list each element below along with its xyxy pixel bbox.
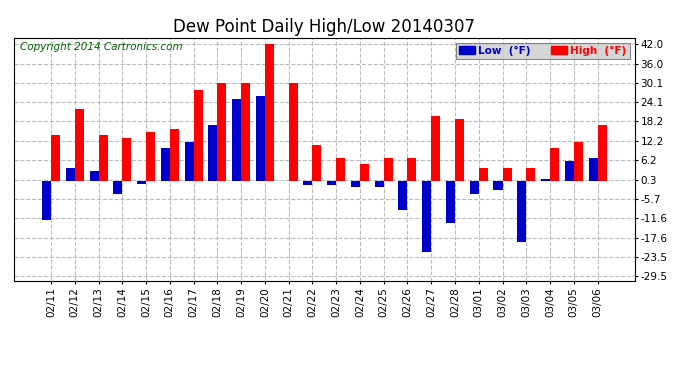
Bar [99,135,108,180]
Bar [113,180,122,194]
Bar [256,96,265,180]
Bar [288,83,297,180]
Bar [564,161,574,180]
Bar [598,125,607,180]
Bar [90,171,99,180]
Legend: Low  (°F), High  (°F): Low (°F), High (°F) [456,43,629,59]
Bar [375,180,384,187]
Bar [146,132,155,180]
Bar [42,180,51,219]
Bar [161,148,170,180]
Bar [422,180,431,252]
Bar [351,180,360,187]
Bar [327,180,336,185]
Bar [265,44,274,180]
Bar [446,180,455,223]
Bar [51,135,60,180]
Bar [470,180,479,194]
Bar [479,168,488,180]
Bar [526,168,535,180]
Bar [398,180,408,210]
Bar [493,180,502,190]
Bar [455,119,464,180]
Bar [550,148,559,180]
Bar [75,109,84,180]
Bar [66,168,75,180]
Bar [336,158,345,180]
Bar [122,138,131,180]
Text: Copyright 2014 Cartronics.com: Copyright 2014 Cartronics.com [20,42,183,52]
Bar [232,99,241,180]
Bar [360,164,369,180]
Bar [137,180,146,184]
Bar [384,158,393,180]
Bar [541,179,550,180]
Bar [574,141,583,180]
Bar [313,145,322,180]
Bar [502,168,511,180]
Bar [408,158,417,180]
Bar [185,141,194,180]
Bar [304,180,313,185]
Bar [589,158,598,180]
Bar [217,83,226,180]
Bar [518,180,526,242]
Bar [170,129,179,180]
Bar [431,116,440,180]
Bar [208,125,217,180]
Title: Dew Point Daily High/Low 20140307: Dew Point Daily High/Low 20140307 [173,18,475,36]
Bar [241,83,250,180]
Bar [194,90,203,180]
